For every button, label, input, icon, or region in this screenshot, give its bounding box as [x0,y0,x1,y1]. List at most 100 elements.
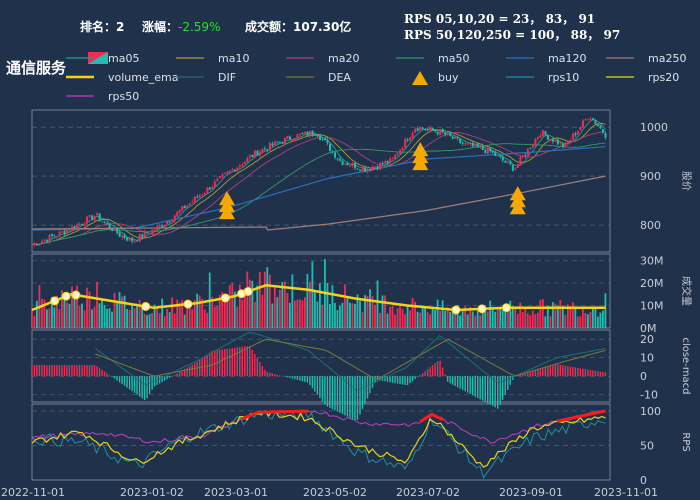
candle-body [591,118,594,120]
volume-bar [108,308,111,328]
volume-bar [596,316,599,328]
macd-histogram-bar [161,376,163,383]
volume-bar [456,304,459,328]
candle-body [326,139,329,144]
volume-bar [419,312,421,328]
volume-bar [86,287,88,328]
macd-histogram-bar [178,371,181,377]
macd-histogram-bar [497,376,499,409]
volume-bar [176,299,179,328]
candle-body [291,140,294,142]
macd-histogram-bar [426,369,429,377]
macd-histogram-bar [141,376,143,399]
legend-label-buy: buy [438,71,459,84]
macd-histogram-bar [239,347,241,377]
volume-bar [321,304,324,328]
volume-bar [424,307,426,328]
candle-body [78,223,81,225]
volume-bar [459,315,462,328]
candle-body [156,225,159,230]
candle-body [163,224,166,228]
macd-histogram-bar [356,376,359,420]
macd-histogram-bar [542,368,544,377]
macd-histogram-bar [38,365,41,377]
macd-histogram-bar [534,370,536,377]
candle-body [456,137,459,139]
volume-bar [301,300,304,328]
candle-body [258,151,261,156]
macd-histogram-bar [53,365,56,377]
macd-histogram-bar [88,365,91,377]
volume-bar [121,296,123,328]
candle-body [521,155,524,157]
volume-bar [534,314,537,328]
macd-histogram-bar [66,365,68,377]
volume-bar [501,310,504,328]
ma20-line [31,131,606,246]
candle-body [339,158,342,161]
macd-histogram-bar [394,376,396,384]
volume-bar [181,300,184,328]
macd-histogram-bar [519,374,521,377]
macd-histogram-bar [146,376,148,399]
rps10-line [31,409,606,479]
volume-bar [329,303,331,328]
volume-bar [376,280,379,328]
macd-histogram-bar [269,372,271,377]
macd-histogram-bar [574,367,577,377]
candle-body [296,134,299,139]
volume-bar [574,308,577,328]
volume-bar [46,309,48,328]
candle-body [354,162,357,169]
candle-body [454,136,457,139]
macd-histogram-bar [589,369,592,377]
macd-histogram-bar [401,376,404,385]
candle-body [278,141,281,143]
candle-body [233,169,236,172]
legend-label-ma10: ma10 [218,52,249,65]
macd-histogram-bar [416,376,419,378]
volume-bar [71,286,73,328]
volume-bar [211,296,214,328]
volume-bar [331,285,334,328]
candle-body [268,143,271,151]
volume-bar [464,306,467,328]
candle-body [469,143,472,145]
volume-bar [394,314,396,328]
volume-bar [191,309,194,328]
macd-ytick-label: 20 [640,333,654,346]
volume-bar [158,313,161,328]
macd-histogram-bar [121,376,123,385]
legend-label-rps50: rps50 [108,90,139,103]
candle-body [564,143,567,148]
macd-histogram-bar [163,376,166,381]
candle-body [581,120,584,127]
macd-histogram-bar [336,376,339,412]
candle-body [236,167,239,172]
macd-histogram-bar [499,376,501,405]
macd-histogram-bar [231,348,233,377]
macd-histogram-bar [489,376,491,405]
macd-histogram-bar [126,376,128,388]
macd-histogram-bar [43,365,46,377]
macd-histogram-bar [582,368,584,377]
candle-body [366,168,369,172]
candle-body [414,128,417,133]
candle-body [474,144,477,147]
candle-body [484,150,487,154]
volume-bar [228,285,231,328]
macd-histogram-bar [494,376,496,408]
candle-body [281,142,284,144]
candle-body [556,139,559,145]
macd-histogram-bar [244,346,246,377]
candle-body [46,240,49,242]
candle-body [571,133,574,140]
macd-histogram-bar [31,365,33,377]
candle-body [106,222,109,224]
macd-histogram-bar [221,349,223,377]
candle-body [494,151,497,156]
volume-bar [411,297,414,328]
macd-histogram-bar [118,376,121,383]
candle-body [356,168,359,170]
volume-bar [83,310,86,328]
